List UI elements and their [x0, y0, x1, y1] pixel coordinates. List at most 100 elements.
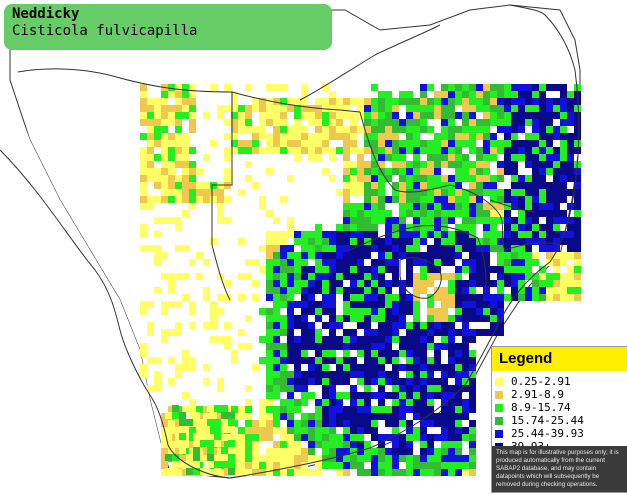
grid-cell: [280, 119, 287, 126]
grid-cell: [214, 419, 221, 426]
grid-cell: [525, 259, 532, 266]
grid-cell: [357, 427, 364, 434]
grid-cell: [182, 98, 189, 105]
grid-cell: [462, 266, 469, 273]
grid-cell: [378, 245, 385, 252]
grid-cell: [413, 259, 420, 266]
grid-cell: [469, 175, 476, 182]
grid-cell: [193, 461, 200, 468]
grid-cell: [175, 175, 182, 182]
grid-cell: [371, 371, 378, 378]
grid-cell: [350, 287, 357, 294]
grid-cell: [574, 189, 581, 196]
grid-cell: [217, 308, 224, 315]
grid-cell: [315, 231, 322, 238]
grid-cell: [287, 259, 294, 266]
grid-cell: [455, 210, 462, 217]
grid-cell: [560, 280, 567, 287]
grid-cell: [574, 294, 581, 301]
grid-cell: [553, 105, 560, 112]
grid-cell: [462, 287, 469, 294]
grid-cell: [462, 245, 469, 252]
grid-cell: [301, 231, 308, 238]
grid-cell: [266, 84, 273, 91]
grid-cell: [378, 441, 385, 448]
grid-cell: [399, 252, 406, 259]
grid-cell: [245, 140, 252, 147]
grid-cell: [378, 413, 385, 420]
grid-cell: [497, 119, 504, 126]
grid-cell: [420, 168, 427, 175]
grid-cell: [189, 434, 196, 441]
grid-cell: [385, 315, 392, 322]
grid-cell: [175, 161, 182, 168]
grid-cell: [182, 273, 189, 280]
grid-cell: [455, 280, 462, 287]
grid-cell: [343, 357, 350, 364]
grid-cell: [504, 189, 511, 196]
grid-cell: [504, 273, 511, 280]
grid-cell: [175, 182, 182, 189]
grid-cell: [207, 440, 214, 447]
grid-cell: [434, 413, 441, 420]
grid-cell: [427, 406, 434, 413]
grid-cell: [175, 140, 182, 147]
grid-cell: [154, 140, 161, 147]
grid-cell: [420, 280, 427, 287]
grid-cell: [280, 364, 287, 371]
grid-cell: [140, 224, 147, 231]
grid-cell: [455, 420, 462, 427]
grid-cell: [455, 364, 462, 371]
grid-cell: [427, 231, 434, 238]
grid-cell: [350, 266, 357, 273]
grid-cell: [413, 329, 420, 336]
grid-cell: [189, 259, 196, 266]
grid-cell: [301, 469, 308, 476]
grid-cell: [546, 224, 553, 231]
grid-cell: [273, 448, 280, 455]
grid-cell: [406, 210, 413, 217]
grid-cell: [469, 385, 476, 392]
grid-cell: [483, 189, 490, 196]
grid-cell: [448, 427, 455, 434]
grid-cell: [322, 364, 329, 371]
grid-cell: [434, 392, 441, 399]
grid-cell: [301, 308, 308, 315]
grid-cell: [546, 210, 553, 217]
grid-cell: [546, 196, 553, 203]
grid-cell: [308, 133, 315, 140]
grid-cell: [399, 119, 406, 126]
grid-cell: [245, 448, 252, 455]
grid-cell: [441, 252, 448, 259]
grid-cell: [140, 147, 147, 154]
grid-cell: [469, 406, 476, 413]
grid-cell: [168, 175, 175, 182]
grid-cell: [392, 371, 399, 378]
grid-cell: [350, 434, 357, 441]
grid-cell: [371, 189, 378, 196]
grid-cell: [518, 273, 525, 280]
grid-cell: [532, 259, 539, 266]
grid-cell: [371, 161, 378, 168]
grid-cell: [294, 252, 301, 259]
grid-cell: [165, 454, 172, 461]
grid-cell: [469, 196, 476, 203]
grid-cell: [238, 189, 245, 196]
grid-cell: [140, 301, 147, 308]
grid-cell: [427, 455, 434, 462]
grid-cell: [294, 315, 301, 322]
grid-cell: [385, 238, 392, 245]
grid-cell: [266, 469, 273, 476]
grid-cell: [266, 413, 273, 420]
grid-cell: [406, 266, 413, 273]
grid-cell: [539, 98, 546, 105]
grid-cell: [200, 440, 207, 447]
grid-cell: [221, 405, 228, 412]
grid-cell: [168, 112, 175, 119]
grid-cell: [308, 112, 315, 119]
grid-cell: [196, 196, 203, 203]
grid-cell: [392, 322, 399, 329]
grid-cell: [168, 301, 175, 308]
grid-cell: [175, 245, 182, 252]
